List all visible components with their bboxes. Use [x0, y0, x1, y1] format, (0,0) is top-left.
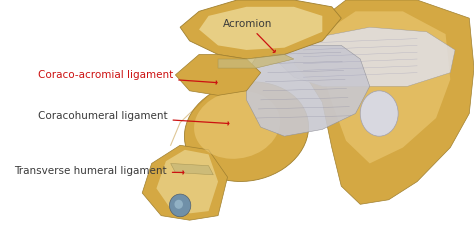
Text: Coracohumeral ligament: Coracohumeral ligament	[38, 111, 229, 125]
Text: Transverse humeral ligament: Transverse humeral ligament	[14, 166, 184, 176]
Polygon shape	[175, 54, 261, 95]
Polygon shape	[294, 0, 474, 204]
Polygon shape	[246, 45, 370, 136]
Polygon shape	[313, 11, 450, 163]
Ellipse shape	[360, 91, 398, 136]
Ellipse shape	[170, 194, 191, 217]
Polygon shape	[218, 54, 294, 68]
Polygon shape	[180, 0, 341, 59]
Text: Acromion: Acromion	[223, 19, 275, 52]
Polygon shape	[142, 145, 228, 220]
Text: Coraco-acromial ligament: Coraco-acromial ligament	[38, 70, 217, 84]
Ellipse shape	[184, 82, 309, 181]
Ellipse shape	[174, 200, 183, 209]
Polygon shape	[199, 7, 322, 50]
Polygon shape	[171, 163, 213, 175]
Polygon shape	[156, 150, 218, 213]
Polygon shape	[275, 27, 455, 86]
Ellipse shape	[194, 91, 280, 159]
